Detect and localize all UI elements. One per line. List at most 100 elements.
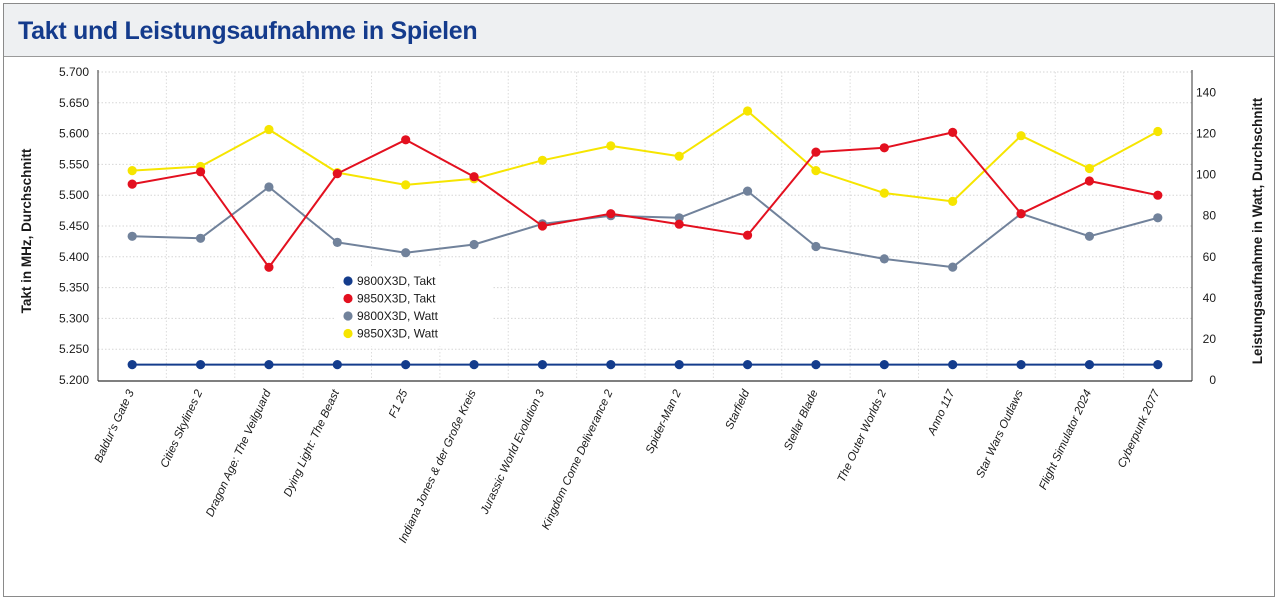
x-tick-label: Cities Skylines 2 <box>159 388 206 470</box>
data-point <box>195 167 206 177</box>
data-point <box>811 241 821 252</box>
legend-label: 9800X3D, Takt <box>357 274 436 288</box>
y-tick-label: 5.250 <box>59 342 89 356</box>
legend-marker <box>343 293 353 304</box>
y2-tick-label: 0 <box>1209 373 1216 387</box>
data-point <box>948 262 958 272</box>
data-point <box>195 360 206 370</box>
series-line <box>132 131 1159 269</box>
data-point <box>948 360 958 370</box>
x-tick-label: Dragon Age: The Veilguard <box>204 388 274 519</box>
y-axis-title: Takt in MHz, Durchschnitt <box>19 148 34 313</box>
legend-marker <box>343 311 353 321</box>
data-point <box>1084 360 1095 370</box>
data-point <box>674 151 684 161</box>
data-point <box>401 180 411 190</box>
legend-label: 9850X3D, Watt <box>357 327 439 341</box>
legend-label: 9850X3D, Takt <box>357 292 436 306</box>
x-tick-label: F1 25 <box>387 388 411 420</box>
y-tick-label: 5.350 <box>59 281 89 295</box>
data-point <box>811 360 821 370</box>
y-tick-label: 5.650 <box>59 96 89 110</box>
data-point <box>674 213 684 223</box>
data-point <box>127 179 137 189</box>
data-point <box>264 182 274 192</box>
x-tick-label: Indiana Jones & der Große Kreis <box>397 388 479 545</box>
data-point <box>469 239 479 250</box>
data-point <box>742 186 753 196</box>
y-tick-label: 5.500 <box>59 188 89 202</box>
data-point <box>195 233 206 243</box>
y2-tick-label: 20 <box>1203 332 1217 346</box>
legend-marker <box>343 328 353 339</box>
data-point <box>606 360 616 370</box>
y-tick-label: 5.400 <box>59 250 89 264</box>
axes: 5.200 5.250 5.300 5.350 5.400 5.450 5.500 5.550… <box>19 65 1265 545</box>
y-tick-label: 5.600 <box>59 127 89 141</box>
x-tick-label: Star Wars Outlaws <box>974 388 1025 480</box>
data-point <box>879 188 889 198</box>
y-tick-label: 5.450 <box>59 219 89 233</box>
x-tick-label: Jurassic World Evolution 3 <box>479 388 548 517</box>
data-point <box>674 219 684 229</box>
legend-marker <box>343 276 353 286</box>
y-tick-label: 5.300 <box>59 311 89 325</box>
data-point <box>127 231 137 241</box>
data-point <box>332 237 342 247</box>
series-line <box>132 186 1159 269</box>
legend-box <box>334 268 492 346</box>
data-point <box>127 360 137 370</box>
legend-label: 9800X3D, Watt <box>357 309 439 323</box>
x-tick-label: Spider-Man 2 <box>644 388 684 456</box>
data-point <box>879 254 889 264</box>
data-point <box>674 360 684 370</box>
data-point <box>742 106 753 116</box>
data-point <box>332 360 342 370</box>
data-point <box>401 135 411 145</box>
y2-tick-label: 100 <box>1196 168 1216 182</box>
data-point <box>1084 176 1095 186</box>
data-point <box>401 248 411 258</box>
x-tick-label: Starfield <box>724 388 753 432</box>
data-point <box>742 360 753 370</box>
series-line <box>132 110 1159 203</box>
data-point <box>537 360 548 370</box>
data-point <box>264 360 274 370</box>
data-point <box>948 127 958 137</box>
x-tick-label: The Outer Worlds 2 <box>836 388 890 485</box>
data-point <box>879 143 889 153</box>
x-tick-label: Stellar Blade <box>782 388 820 452</box>
data-point <box>401 360 411 370</box>
y2-axis-title: Leistungsaufnahme in Watt, Durchschnitt <box>1250 97 1265 364</box>
data-point <box>1016 131 1026 141</box>
data-point <box>1016 209 1026 219</box>
data-point <box>606 209 616 219</box>
x-tick-label: Baldur's Gate 3 <box>93 388 137 465</box>
y-tick-label: 5.200 <box>59 373 89 387</box>
data-point <box>332 169 342 179</box>
y-tick-label: 5.550 <box>59 157 89 171</box>
y2-tick-label: 140 <box>1196 86 1216 100</box>
x-tick-label: Flight Simulator 2024 <box>1037 388 1094 492</box>
y-tick-label: 5.700 <box>59 65 89 79</box>
data-point <box>1084 231 1095 241</box>
y2-tick-label: 80 <box>1203 209 1217 223</box>
data-point <box>1084 163 1095 174</box>
data-point <box>742 230 753 240</box>
chart-frame: Takt und Leistungsaufnahme in Spielen <box>3 3 1275 597</box>
title-bar: Takt und Leistungsaufnahme in Spielen <box>4 4 1274 57</box>
y2-tick-label: 40 <box>1203 291 1217 305</box>
data-point <box>811 147 821 157</box>
data-point <box>1016 360 1026 370</box>
data-point <box>264 124 274 135</box>
x-tick-label: Dying Light: The Beast <box>282 387 342 498</box>
data-point <box>1153 360 1163 370</box>
data-point <box>948 196 958 206</box>
data-point <box>469 360 479 370</box>
data-point <box>537 155 548 165</box>
series-lines <box>127 106 1163 370</box>
data-point <box>1153 213 1163 223</box>
y2-tick-label: 60 <box>1203 250 1217 264</box>
y2-tick-label: 120 <box>1196 127 1216 141</box>
